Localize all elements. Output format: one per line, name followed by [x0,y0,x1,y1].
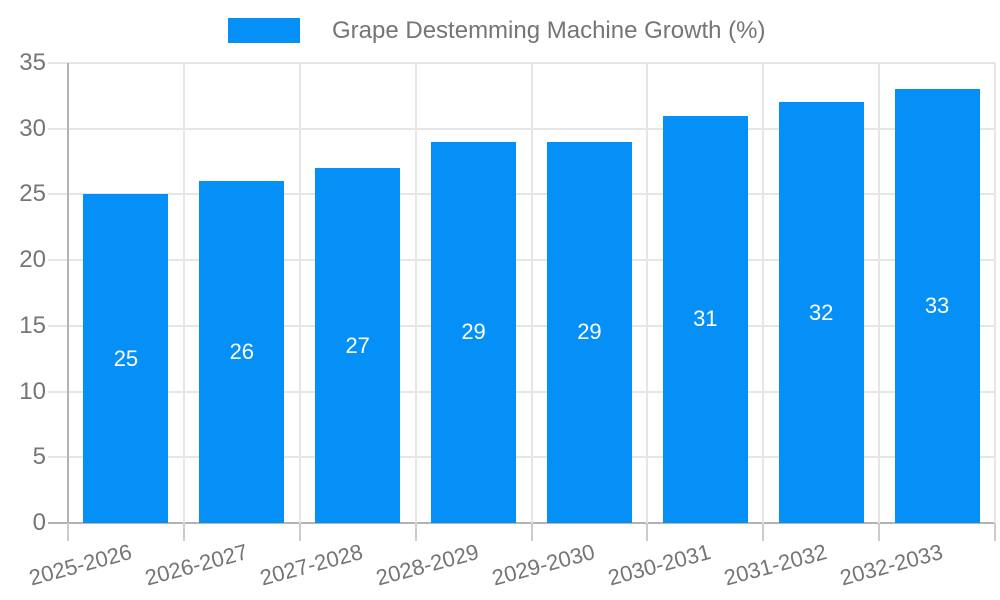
bar-2030-2031[interactable] [662,115,748,523]
bar-2025-2026[interactable] [83,194,169,523]
x-axis-tick-mark [414,523,417,541]
bar-value-label: 33 [924,293,950,319]
y-axis-tick-label: 15 [19,311,46,339]
y-gridline [48,456,995,459]
y-gridline [48,259,995,262]
x-gridline [530,63,533,523]
bar-value-label: 29 [577,319,602,345]
x-axis-tick-label: 2030-2031 [605,539,714,591]
x-gridline [646,63,649,523]
x-axis-tick-mark [67,523,69,541]
x-axis-tick-label: 2026-2027 [141,539,251,591]
y-gridline [48,62,995,64]
x-axis-tick-mark [878,523,881,541]
y-axis-line [67,63,69,523]
y-axis-tick-label: 30 [19,114,46,142]
bar-2032-2033[interactable] [894,89,980,523]
bar-value-label: 25 [113,345,139,371]
x-axis-line [48,522,995,524]
y-axis-tick-label: 10 [19,377,46,405]
x-axis-tick-label: 2025-2026 [26,539,135,591]
x-gridline [182,63,185,523]
legend-swatch [228,18,300,43]
y-gridline [48,390,995,393]
y-axis-tick-label: 0 [32,509,46,536]
bar-2027-2028[interactable] [315,168,401,523]
bar-value-label: 27 [345,332,370,358]
x-axis-tick-label: 2031-2032 [721,539,830,591]
x-axis-tick-label: 2028-2029 [373,539,482,591]
x-axis-tick-mark [762,523,765,541]
x-axis-tick-mark [298,523,301,541]
bar-2029-2030[interactable] [546,141,632,523]
x-gridline [878,63,881,523]
bar-value-label: 31 [693,306,718,332]
x-gridline [414,63,417,523]
bar-2026-2027[interactable] [199,181,285,523]
bar-value-label: 29 [461,319,486,345]
y-gridline [48,193,995,196]
x-gridline [762,63,765,523]
bar-value-label: 32 [808,299,834,325]
x-axis-tick-label: 2027-2028 [257,539,366,591]
x-axis-tick-label: 2029-2030 [489,539,598,591]
legend-label: Grape Destemming Machine Growth (%) [332,17,766,44]
y-axis-tick-label: 20 [19,246,46,274]
y-gridline [48,324,995,327]
chart-legend[interactable]: Grape Destemming Machine Growth (%) [0,0,1000,55]
x-axis-tick-mark [994,523,996,541]
bar-2031-2032[interactable] [778,102,864,523]
x-gridline [994,63,996,523]
bar-2028-2029[interactable] [431,141,517,523]
y-axis-tick-label: 25 [19,180,46,208]
x-gridline [298,63,301,523]
x-axis-tick-label: 2032-2033 [837,539,946,591]
x-axis-tick-mark [182,523,185,541]
bar-value-label: 26 [229,339,255,365]
x-axis-tick-mark [530,523,533,541]
x-axis-tick-mark [646,523,649,541]
y-gridline [48,127,995,130]
y-axis-tick-label: 5 [32,443,46,471]
y-axis-tick-label: 35 [19,49,46,76]
